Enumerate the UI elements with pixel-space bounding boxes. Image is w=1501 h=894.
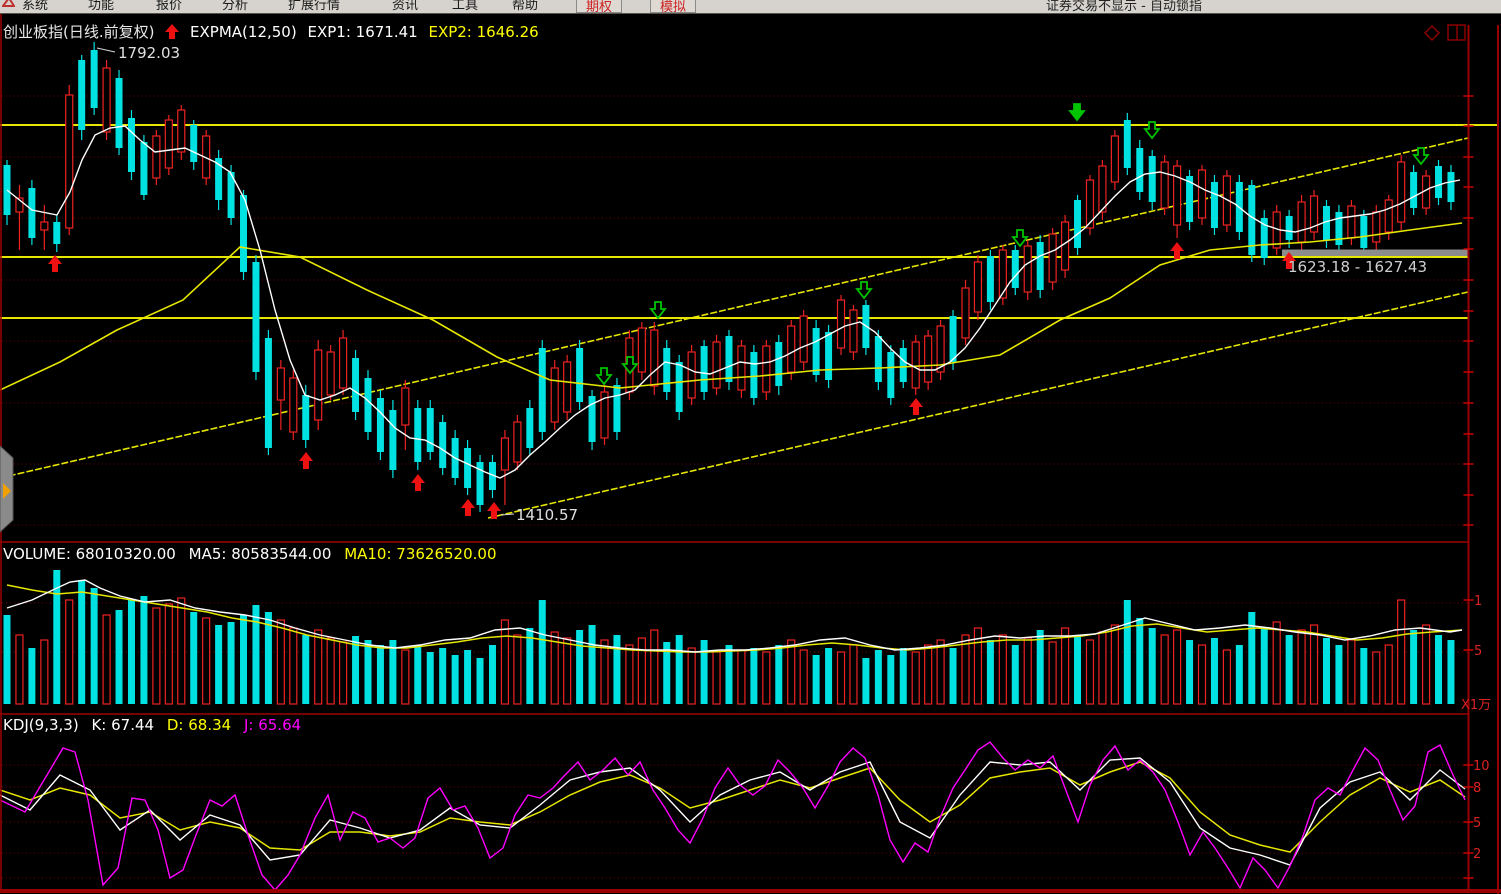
menu-bar: 证券交易不显示 - 自动锁指 系统 功能 报价 分析 扩展行情 资讯 工具 帮助 期权 模拟 [0, 0, 1501, 14]
volume-axis-label: 1 [1474, 594, 1482, 609]
sell-signal-arrow-icon [649, 301, 667, 320]
app-icon [1, 0, 16, 12]
menu-item-highlighted[interactable]: 模拟 [650, 0, 697, 13]
signal-arrows-layer [48, 103, 1430, 519]
kdj-axis-label: 5 [1473, 816, 1481, 831]
axis-ticks-layer [1463, 95, 1474, 879]
menu-right-text: 证券交易不显示 - 自动锁指 [1046, 0, 1202, 14]
menu-item[interactable]: 分析 [222, 0, 249, 13]
indicator-lines-layer [0, 125, 1466, 892]
buy-signal-arrow-icon [487, 502, 501, 519]
sell-signal-arrow-icon [621, 356, 639, 375]
label-pointer-layer [96, 47, 515, 516]
sell-signal-arrow-icon [1068, 103, 1086, 122]
gap-zone-bar [1282, 249, 1468, 256]
sell-signal-arrow-icon [1412, 147, 1430, 166]
kdj-pane-area[interactable] [0, 714, 1468, 889]
sell-signal-arrow-icon [855, 281, 873, 300]
kdj-axis-label: 2 [1473, 847, 1481, 862]
pane-icons-layer [1423, 24, 1466, 42]
menu-item[interactable]: 系统 [22, 0, 49, 13]
diamond-icon[interactable] [1423, 24, 1441, 42]
buy-signal-arrow-icon [1170, 242, 1184, 259]
buy-signal-arrow-icon [411, 474, 425, 491]
menu-item[interactable]: 帮助 [512, 0, 539, 13]
buy-signal-arrow-icon [299, 452, 313, 469]
buy-signal-arrow-icon [1282, 252, 1296, 269]
sell-signal-arrow-icon [1143, 121, 1161, 140]
expand-arrow-icon [3, 483, 11, 499]
sell-signal-arrow-icon [595, 367, 613, 386]
menu-item[interactable]: 功能 [88, 0, 115, 13]
menu-item[interactable]: 扩展行情 [288, 0, 341, 13]
menu-item[interactable]: 工具 [452, 0, 479, 13]
buy-signal-arrow-icon [48, 255, 62, 272]
menu-item[interactable]: 报价 [156, 0, 183, 13]
kdj-axis-label: 10 [1473, 759, 1490, 774]
side-tab-layer [0, 445, 14, 533]
menu-item-highlighted[interactable]: 期权 [576, 0, 623, 13]
sell-signal-arrow-icon [1011, 229, 1029, 248]
volume-axis-label: 5 [1474, 644, 1482, 659]
volume-bars-layer [3, 570, 1455, 705]
kdj-axis-label: 8 [1473, 781, 1481, 796]
frame-layer [0, 14, 1501, 894]
menu-item[interactable]: 资讯 [392, 0, 419, 13]
buy-signal-arrow-icon [909, 398, 923, 415]
axis-labels-layer: 1 5 10 8 5 2 [1473, 594, 1490, 862]
candles-layer [3, 42, 1455, 512]
buy-signal-arrow-icon [461, 499, 475, 516]
